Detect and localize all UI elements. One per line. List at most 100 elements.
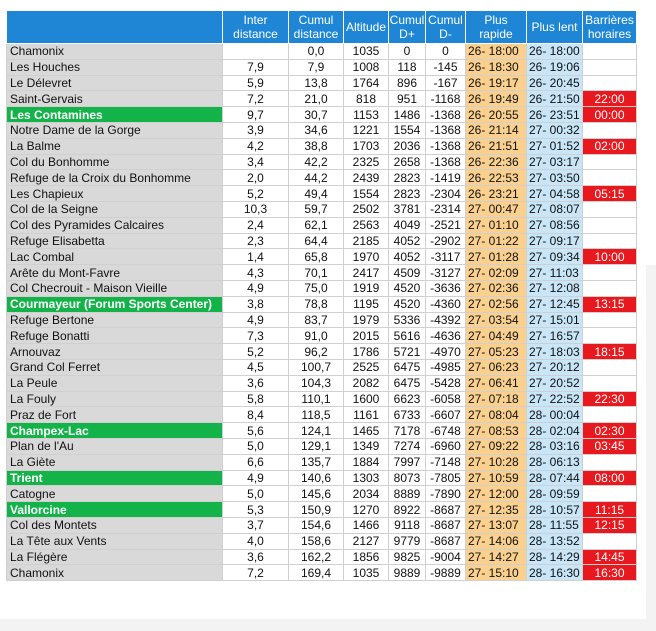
table-row: Notre Dame de la Gorge 3,9 34,6 1221 1554 -13…	[6, 121, 637, 139]
cell-cumul-dplus: 6623	[388, 390, 426, 408]
cell-cumul-dminus: -1368	[425, 137, 466, 155]
cell-cumul-dminus: -4970	[425, 343, 466, 360]
cell-name: La Peule	[6, 374, 223, 392]
cell-altitude: 2502	[343, 200, 389, 218]
cell-cumul-dplus: 8073	[388, 469, 426, 487]
cell-altitude: 2185	[343, 232, 389, 250]
cell-altitude: 2525	[343, 358, 389, 376]
table-row: Grand Col Ferret 4,5 100,7 2525 6475 -4985 27-…	[6, 358, 637, 376]
header-inter-distance: Inter distance	[222, 10, 289, 44]
cell-plus-rapide: 27- 00:47	[465, 200, 527, 218]
cell-plus-lent: 27- 00:32	[526, 121, 583, 139]
cell-cumul-dplus: 9779	[388, 532, 426, 550]
cell-altitude: 818	[343, 90, 389, 108]
cell-cumul-dminus: -7890	[425, 485, 466, 503]
cell-plus-rapide: 27- 12:35	[465, 501, 527, 518]
cell-barriere	[582, 264, 637, 281]
cell-barriere	[582, 232, 637, 250]
cell-plus-rapide: 27- 13:07	[465, 516, 527, 534]
header-row: Inter distance Cumul distance Altitude C…	[6, 10, 637, 44]
header-cumul-dplus: Cumul D+	[388, 10, 426, 44]
cell-altitude: 2417	[343, 264, 389, 281]
cell-cumul-dminus: -9889	[425, 564, 466, 582]
table-row: Col des Montets 3,7 154,6 1466 9118 -8687 27- …	[6, 516, 637, 534]
cell-cumul-dminus: -3117	[425, 248, 466, 266]
cell-name: Lac Combal	[6, 248, 223, 266]
cell-inter-distance: 5,9	[222, 74, 289, 92]
cell-plus-rapide: 27- 10:59	[465, 469, 527, 487]
cell-barriere: 16:30	[582, 564, 637, 582]
table-row: La Flégère 3,6 162,2 1856 9825 -9004 27- 14:27…	[6, 548, 637, 566]
cell-inter-distance: 4,9	[222, 469, 289, 487]
cell-inter-distance: 5,6	[222, 422, 289, 439]
cell-cumul-dminus: -6607	[425, 406, 466, 424]
cell-inter-distance: 2,4	[222, 216, 289, 234]
cell-cumul-distance: 78,8	[288, 295, 344, 313]
cell-barriere	[582, 485, 637, 503]
cell-plus-lent: 28- 10:57	[526, 501, 583, 518]
cell-altitude: 1270	[343, 501, 389, 518]
cell-plus-lent: 27- 03:17	[526, 153, 583, 171]
cell-plus-lent: 28- 11:55	[526, 516, 583, 534]
table-row: Col Checrouit - Maison Vieille 4,9 75,0 191…	[6, 279, 637, 297]
table-row-stage: Courmayeur (Forum Sports Center) 3,8 78,8 1…	[6, 295, 637, 313]
cell-inter-distance: 5,0	[222, 437, 289, 455]
cell-plus-lent: 27- 12:08	[526, 279, 583, 297]
cell-inter-distance: 3,9	[222, 121, 289, 139]
cell-barriere	[582, 169, 637, 187]
cell-cumul-distance: 34,6	[288, 121, 344, 139]
cell-cumul-dplus: 4520	[388, 279, 426, 297]
cell-plus-rapide: 27- 04:49	[465, 327, 527, 345]
cell-inter-distance: 4,9	[222, 311, 289, 329]
cell-plus-rapide: 27- 03:54	[465, 311, 527, 329]
cell-barriere: 11:15	[582, 501, 637, 518]
cell-barriere	[582, 279, 637, 297]
cell-cumul-distance: 65,8	[288, 248, 344, 266]
cell-altitude: 2034	[343, 485, 389, 503]
table-row: Refuge Elisabetta 2,3 64,4 2185 4052 -2902 27-…	[6, 232, 637, 250]
table-row: Plan de l'Au 5,0 129,1 1349 7274 -6960 27- 09:…	[6, 437, 637, 455]
table-row-stage: Vallorcine 5,3 150,9 1270 8922 -8687 27- 12:35…	[6, 501, 637, 518]
cell-cumul-dplus: 2658	[388, 153, 426, 171]
cell-altitude: 2325	[343, 153, 389, 171]
cell-cumul-distance: 59,7	[288, 200, 344, 218]
cell-plus-lent: 27- 08:56	[526, 216, 583, 234]
cell-plus-lent: 28- 02:04	[526, 422, 583, 439]
cell-cumul-dminus: -9004	[425, 548, 466, 566]
cell-name: Les Contamines	[6, 106, 223, 123]
cell-inter-distance: 3,4	[222, 153, 289, 171]
cell-barriere: 22:00	[582, 90, 637, 108]
cell-plus-lent: 27- 15:01	[526, 311, 583, 329]
cell-name: La Balme	[6, 137, 223, 155]
cell-cumul-dminus: -145	[425, 58, 466, 76]
cell-cumul-dplus: 3781	[388, 200, 426, 218]
cell-cumul-dminus: -8687	[425, 516, 466, 534]
table-row: La Peule 3,6 104,3 2082 6475 -5428 27- 06:41 27…	[6, 374, 637, 392]
cell-cumul-dplus: 4052	[388, 248, 426, 266]
cell-plus-rapide: 26- 22:36	[465, 153, 527, 171]
table-row: La Balme 4,2 38,8 1703 2036 -1368 26- 21:51 27-…	[6, 137, 637, 155]
cell-barriere	[582, 121, 637, 139]
cell-cumul-dminus: 0	[425, 43, 466, 60]
cell-plus-rapide: 27- 10:28	[465, 453, 527, 471]
cell-plus-rapide: 26- 19:49	[465, 90, 527, 108]
cell-altitude: 1919	[343, 279, 389, 297]
cell-cumul-dplus: 7178	[388, 422, 426, 439]
right-margin	[646, 265, 656, 631]
cell-name: Col des Montets	[6, 516, 223, 534]
table-row: Praz de Fort 8,4 118,5 1161 6733 -6607 27- 08:…	[6, 406, 637, 424]
cell-barriere: 18:15	[582, 343, 637, 360]
table-row: La Giète 6,6 135,7 1884 7997 -7148 27- 10:28 28…	[6, 453, 637, 471]
bottom-margin	[0, 619, 656, 631]
cell-plus-rapide: 27- 02:36	[465, 279, 527, 297]
cell-plus-lent: 28- 14:29	[526, 548, 583, 566]
cell-altitude: 1035	[343, 43, 389, 60]
cell-plus-lent: 27- 20:12	[526, 358, 583, 376]
cell-cumul-distance: 70,1	[288, 264, 344, 281]
cell-plus-rapide: 27- 12:00	[465, 485, 527, 503]
cell-inter-distance: 7,2	[222, 90, 289, 108]
cell-cumul-dplus: 6475	[388, 358, 426, 376]
cell-cumul-dplus: 2823	[388, 169, 426, 187]
cell-name: Praz de Fort	[6, 406, 223, 424]
cell-altitude: 1703	[343, 137, 389, 155]
